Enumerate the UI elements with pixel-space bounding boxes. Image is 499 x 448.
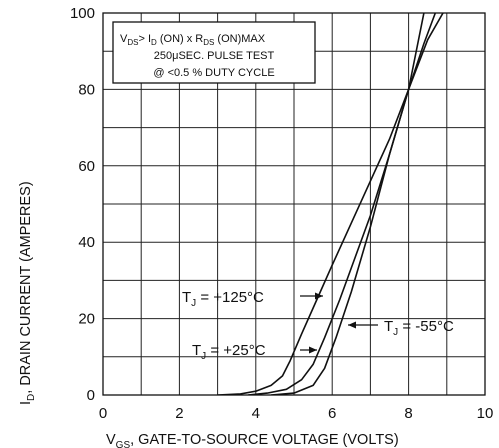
x-tick-label: 2 bbox=[175, 405, 183, 422]
test-conditions-line-3: @ <0.5 % DUTY CYCLE bbox=[153, 67, 274, 79]
series-label-25c: TJ = +25°C bbox=[192, 342, 266, 362]
label-arrows bbox=[300, 292, 378, 354]
test-conditions-box bbox=[112, 21, 316, 84]
series-label-minus55c: TJ = -55°C bbox=[384, 318, 454, 338]
y-axis-title: ID, DRAIN CURRENT (AMPERES) bbox=[18, 181, 37, 405]
x-tick-label: 0 bbox=[99, 405, 107, 422]
x-axis-title: VGS, GATE-TO-SOURCE VOLTAGE (VOLTS) bbox=[106, 432, 399, 448]
arrow-25c-head bbox=[309, 346, 317, 354]
y-tick-label: 100 bbox=[70, 5, 95, 22]
series-label-125c: TJ = +125°C bbox=[182, 289, 264, 309]
series-curve-125c bbox=[217, 13, 425, 395]
test-conditions-line-2: 250μSEC. PULSE TEST bbox=[154, 50, 275, 62]
y-tick-label: 0 bbox=[87, 387, 95, 404]
y-tick-label: 80 bbox=[78, 81, 95, 98]
plot-frame bbox=[102, 12, 486, 396]
x-tick-label: 6 bbox=[328, 405, 336, 422]
y-tick-label: 60 bbox=[78, 158, 95, 175]
x-tick-label: 4 bbox=[252, 405, 260, 422]
arrow-minus55c-head bbox=[348, 321, 356, 329]
y-tick-label: 40 bbox=[78, 234, 95, 251]
test-conditions-line-1: VDS> ID (ON) x RDS (ON)MAX bbox=[120, 33, 266, 47]
y-tick-label: 20 bbox=[78, 311, 95, 328]
series-curve-minus55c bbox=[271, 13, 444, 395]
arrow-125c-head bbox=[315, 292, 323, 300]
x-tick-label: 10 bbox=[477, 405, 494, 422]
x-tick-label: 8 bbox=[404, 405, 412, 422]
series-curves bbox=[217, 13, 444, 395]
